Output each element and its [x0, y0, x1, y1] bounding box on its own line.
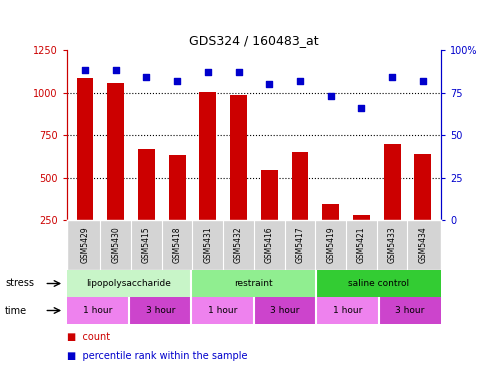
Bar: [384, 143, 400, 262]
Point: [265, 81, 273, 87]
Bar: [107, 83, 124, 262]
Text: GSM5417: GSM5417: [295, 227, 305, 263]
Point: [357, 105, 365, 111]
Text: lipopolysaccharide: lipopolysaccharide: [87, 279, 172, 288]
Text: stress: stress: [5, 279, 34, 288]
Text: 1 hour: 1 hour: [208, 306, 237, 315]
Text: GSM5429: GSM5429: [80, 227, 90, 263]
Text: 1 hour: 1 hour: [83, 306, 112, 315]
Point: [81, 67, 89, 73]
Text: GSM5430: GSM5430: [111, 227, 120, 264]
Bar: [138, 149, 155, 262]
Bar: [379, 297, 441, 324]
Point: [388, 74, 396, 80]
Text: GSM5433: GSM5433: [387, 227, 396, 264]
Point: [235, 69, 243, 75]
Text: 3 hour: 3 hour: [145, 306, 175, 315]
Text: ■  count: ■ count: [67, 332, 109, 342]
Point: [173, 78, 181, 83]
Point: [419, 78, 427, 83]
Text: restraint: restraint: [235, 279, 273, 288]
Text: saline control: saline control: [348, 279, 409, 288]
Bar: [76, 78, 94, 262]
Bar: [291, 152, 309, 262]
Bar: [191, 270, 317, 297]
Text: 3 hour: 3 hour: [271, 306, 300, 315]
Bar: [230, 95, 247, 262]
Point: [204, 69, 212, 75]
Bar: [129, 297, 191, 324]
Text: 1 hour: 1 hour: [333, 306, 362, 315]
Point: [327, 93, 335, 99]
Bar: [414, 154, 431, 262]
Bar: [353, 215, 370, 262]
Bar: [261, 170, 278, 262]
Text: time: time: [5, 306, 27, 315]
Text: GSM5421: GSM5421: [357, 227, 366, 263]
Text: GSM5418: GSM5418: [173, 227, 181, 263]
Text: 3 hour: 3 hour: [395, 306, 424, 315]
Bar: [254, 297, 317, 324]
Point: [142, 74, 150, 80]
Text: GSM5434: GSM5434: [418, 227, 427, 264]
Bar: [322, 204, 339, 262]
Text: ■  percentile rank within the sample: ■ percentile rank within the sample: [67, 351, 247, 361]
Bar: [199, 92, 216, 262]
Bar: [169, 156, 185, 262]
Bar: [317, 297, 379, 324]
Text: GSM5432: GSM5432: [234, 227, 243, 263]
Text: GSM5419: GSM5419: [326, 227, 335, 263]
Bar: [317, 270, 441, 297]
Title: GDS324 / 160483_at: GDS324 / 160483_at: [189, 34, 318, 48]
Text: GSM5431: GSM5431: [203, 227, 212, 263]
Point: [112, 67, 120, 73]
Bar: [191, 297, 254, 324]
Text: GSM5415: GSM5415: [142, 227, 151, 263]
Point: [296, 78, 304, 83]
Bar: [67, 270, 191, 297]
Bar: [67, 297, 129, 324]
Text: GSM5416: GSM5416: [265, 227, 274, 263]
